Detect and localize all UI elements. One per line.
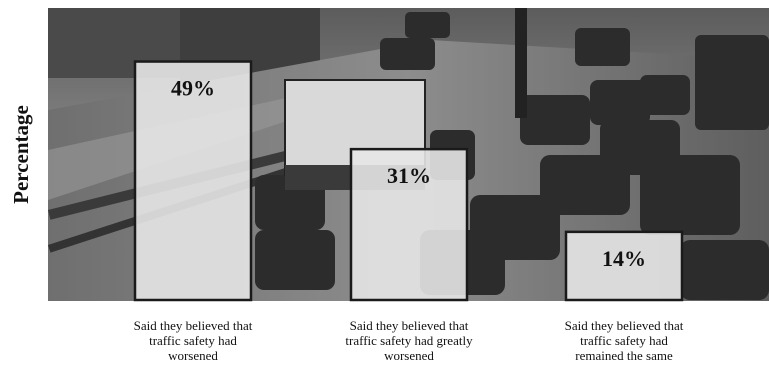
category-label-line: Said they believed that: [133, 318, 253, 333]
category-label-3: Said they believed that traffic safety ha…: [539, 318, 709, 363]
category-label-line: worsened: [384, 348, 434, 363]
category-label-1: Said they believed that traffic safety ha…: [108, 318, 278, 363]
category-label-line: remained the same: [575, 348, 673, 363]
category-label-line: traffic safety had: [580, 333, 668, 348]
category-label-line: traffic safety had greatly: [345, 333, 473, 348]
bar-3: [564, 230, 684, 302]
bar-value-label-1: 49%: [171, 76, 215, 101]
bar-2: [349, 147, 469, 302]
category-label-line: traffic safety had: [149, 333, 237, 348]
category-label-line: Said they believed that: [564, 318, 684, 333]
category-label-2: Said they believed that traffic safety ha…: [324, 318, 494, 363]
bar-value-label-3: 14%: [602, 246, 646, 271]
bar-1: [133, 60, 253, 302]
bars-group: 49% 31% 14%: [133, 60, 684, 302]
bar-value-label-2: 31%: [387, 163, 431, 188]
category-label-line: Said they believed that: [349, 318, 469, 333]
category-label-line: worsened: [168, 348, 218, 363]
